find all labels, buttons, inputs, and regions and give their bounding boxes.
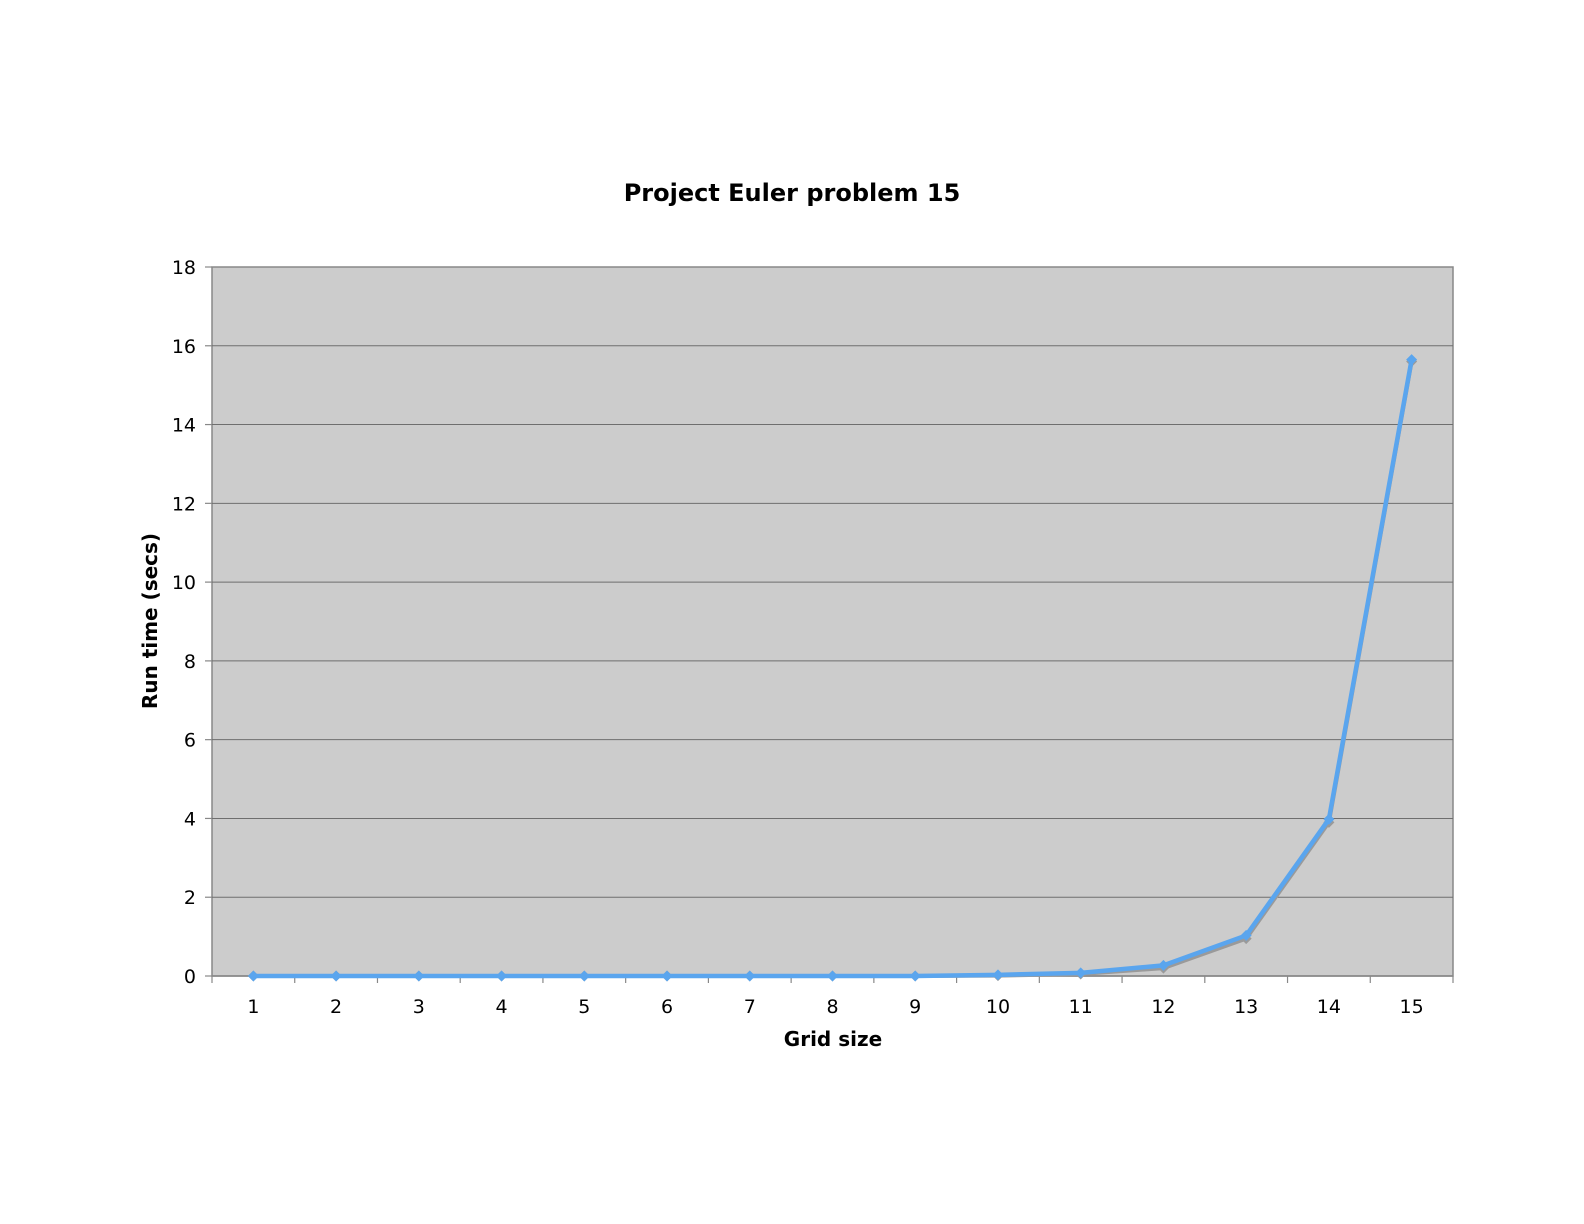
x-tick-label: 1 bbox=[247, 996, 259, 1018]
series-2-point bbox=[413, 970, 425, 982]
x-tick-label: 6 bbox=[661, 996, 673, 1018]
y-tick-label: 12 bbox=[172, 493, 196, 515]
y-tick-label: 16 bbox=[172, 336, 196, 358]
series-2-point bbox=[330, 970, 342, 982]
x-tick-label: 15 bbox=[1400, 996, 1424, 1018]
y-tick-label: 6 bbox=[184, 730, 196, 752]
series-2-point bbox=[661, 970, 673, 982]
plot-area bbox=[211, 266, 1454, 977]
y-tick-label: 2 bbox=[184, 887, 196, 909]
series-2 bbox=[247, 354, 1418, 982]
series-2-point bbox=[1406, 354, 1418, 366]
x-tick-label: 5 bbox=[578, 996, 590, 1018]
series-2-point bbox=[909, 970, 921, 982]
x-axis: 1 2 3 4 5 6 7 8 9 10 11 12 13 14 15 bbox=[211, 975, 1454, 1018]
series-2-point bbox=[1157, 959, 1169, 971]
y-tick-label: 0 bbox=[184, 966, 196, 988]
series-2-point bbox=[578, 970, 590, 982]
y-tick-label: 8 bbox=[184, 651, 196, 673]
x-tick-label: 13 bbox=[1234, 996, 1258, 1018]
series-layer bbox=[247, 354, 1418, 982]
x-tick-label: 14 bbox=[1317, 996, 1341, 1018]
y-axis-title: Run time (secs) bbox=[138, 533, 162, 709]
y-tick-label: 4 bbox=[184, 808, 196, 830]
x-tick-label: 7 bbox=[744, 996, 756, 1018]
series-2-point bbox=[247, 970, 259, 982]
series-2-point bbox=[744, 970, 756, 982]
series-2-point bbox=[496, 970, 508, 982]
series-2-point bbox=[827, 970, 838, 982]
gridlines bbox=[212, 345, 1453, 898]
x-tick-label: 8 bbox=[826, 996, 838, 1018]
y-axis: 0 2 4 6 8 10 12 14 16 18 bbox=[172, 257, 212, 988]
y-tick-label: 18 bbox=[172, 257, 196, 279]
x-tick-label: 12 bbox=[1151, 996, 1175, 1018]
x-tick-label: 2 bbox=[330, 996, 342, 1018]
y-tick-label: 10 bbox=[172, 572, 196, 594]
series-2-point bbox=[1075, 967, 1087, 979]
y-tick-label: 14 bbox=[172, 415, 196, 437]
series-2-point bbox=[992, 969, 1004, 981]
x-axis-title: Grid size bbox=[784, 1027, 882, 1051]
x-tick-label: 9 bbox=[909, 996, 921, 1018]
series-2-point bbox=[1240, 929, 1252, 941]
x-tick-label: 10 bbox=[986, 996, 1010, 1018]
x-tick-label: 11 bbox=[1069, 996, 1093, 1018]
chart-title: Project Euler problem 15 bbox=[624, 179, 961, 207]
x-tick-label: 3 bbox=[413, 996, 425, 1018]
x-tick-label: 4 bbox=[496, 996, 508, 1018]
series-2-point bbox=[1323, 813, 1335, 825]
